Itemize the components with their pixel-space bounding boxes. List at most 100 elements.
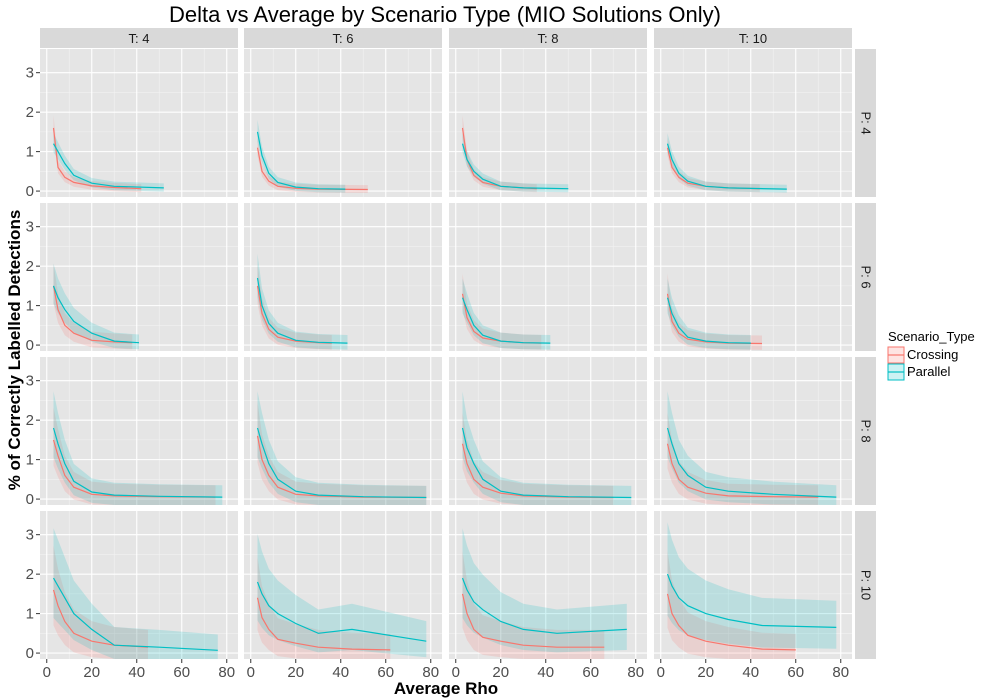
panel-background xyxy=(654,357,852,505)
y-tick-label: 2 xyxy=(26,258,34,275)
series-line-parallel xyxy=(256,131,346,190)
ribbon-parallel xyxy=(257,119,346,193)
y-tick-label: 0 xyxy=(26,645,34,662)
panel-background xyxy=(449,203,647,351)
panel-background xyxy=(449,49,647,197)
x-tick-label: 60 xyxy=(173,664,190,681)
panel-background xyxy=(244,49,442,197)
series-line-crossing xyxy=(52,127,142,190)
facet-panel xyxy=(40,511,238,659)
ribbon-crossing xyxy=(667,137,760,193)
legend: Scenario_Type Crossing Parallel xyxy=(887,329,975,381)
facet-strip-col xyxy=(244,28,442,48)
x-tick-label: 60 xyxy=(787,664,804,681)
facet-panel xyxy=(40,203,238,351)
facet-strip-label: P: 8 xyxy=(859,419,874,442)
x-tick-label: 80 xyxy=(832,664,849,681)
ribbon-parallel xyxy=(462,133,569,193)
panel-background xyxy=(40,203,238,351)
series-line-parallel xyxy=(461,577,627,634)
ribbon-parallel xyxy=(462,528,627,653)
series-line-crossing xyxy=(256,597,391,651)
facet-strip-label: P: 10 xyxy=(859,570,874,600)
ribbon-crossing xyxy=(667,551,796,659)
ribbon-parallel xyxy=(462,391,632,505)
series-line-parallel xyxy=(461,297,551,344)
series-line-parallel xyxy=(52,577,218,651)
series-line-crossing xyxy=(666,593,796,651)
y-tick-label: 3 xyxy=(26,527,34,544)
y-tick-label: 1 xyxy=(26,606,34,623)
y-tick-label: 3 xyxy=(26,373,34,390)
facet-strip-col xyxy=(449,28,647,48)
ribbon-crossing xyxy=(462,412,614,505)
x-tick-label: 60 xyxy=(582,664,599,681)
ribbon-crossing xyxy=(462,273,542,350)
ribbon-parallel xyxy=(257,391,427,505)
ribbon-parallel xyxy=(257,253,348,350)
panel-background xyxy=(654,203,852,351)
panel-background xyxy=(244,511,442,659)
ribbon-crossing xyxy=(667,273,762,350)
series-line-parallel xyxy=(256,277,348,344)
ribbon-crossing xyxy=(257,402,427,505)
ribbon-parallel xyxy=(667,522,837,649)
ribbon-crossing xyxy=(53,545,148,659)
y-axis: 0 1 2 3 0 1 2 3 0 1 2 3 0 1 2 3 xyxy=(26,65,40,662)
panel-background xyxy=(449,511,647,659)
x-axis-title: Average Rho xyxy=(394,679,498,698)
series-line-parallel xyxy=(666,143,787,190)
ribbon-parallel xyxy=(53,391,223,505)
facet-strip-label: P: 4 xyxy=(859,111,874,134)
facet-panel xyxy=(244,511,442,659)
x-tick-label: 40 xyxy=(742,664,759,681)
facet-panel xyxy=(654,203,852,351)
x-tick-label: 20 xyxy=(83,664,100,681)
facet-strip-row xyxy=(855,511,876,659)
x-axis: 0 20 40 60 80 0 20 40 60 80 0 20 40 60 80 0 20 40 60 80 xyxy=(43,659,849,681)
y-tick-label: 2 xyxy=(26,566,34,583)
panel-background xyxy=(244,203,442,351)
facet-panel xyxy=(654,357,852,505)
x-tick-label: 80 xyxy=(218,664,235,681)
ribbon-crossing xyxy=(53,263,133,350)
y-axis-title: % of Correctly Labelled Detections xyxy=(5,210,24,491)
facet-strip-label: T: 4 xyxy=(129,31,150,46)
facet-strips: T: 4 T: 6 T: 8 T: 10 P: 4 P: 6 P: 8 P: 10 xyxy=(40,28,876,659)
x-tick-label: 0 xyxy=(43,664,51,681)
ribbon-parallel xyxy=(53,263,139,350)
facet-panel xyxy=(449,511,647,659)
facet-panel xyxy=(654,511,852,659)
ribbon-crossing xyxy=(462,115,537,193)
series-line-parallel xyxy=(461,427,632,499)
series-line-parallel xyxy=(461,143,569,190)
facet-strip-row xyxy=(855,357,876,505)
facet-panel xyxy=(449,203,647,351)
y-tick-label: 3 xyxy=(26,65,34,82)
y-tick-label: 1 xyxy=(26,452,34,469)
series-line-parallel xyxy=(666,427,837,498)
facet-panel xyxy=(40,357,238,505)
series-line-crossing xyxy=(461,593,605,648)
legend-label: Parallel xyxy=(907,364,950,379)
facet-strip-label: T: 6 xyxy=(333,31,354,46)
ribbon-crossing xyxy=(257,137,368,193)
panel-background xyxy=(40,511,238,659)
y-tick-label: 3 xyxy=(26,219,34,236)
facet-panel xyxy=(244,203,442,351)
facet-strip-row xyxy=(855,203,876,351)
y-tick-label: 0 xyxy=(26,337,34,354)
facet-strip-col xyxy=(654,28,852,48)
panel-background xyxy=(654,49,852,197)
legend-title: Scenario_Type xyxy=(888,329,975,344)
y-tick-label: 0 xyxy=(26,491,34,508)
series-line-parallel xyxy=(256,427,427,499)
facet-panel xyxy=(244,49,442,197)
y-tick-label: 2 xyxy=(26,412,34,429)
ribbon-parallel xyxy=(257,534,427,658)
legend-label: Crossing xyxy=(907,347,958,362)
x-tick-label: 40 xyxy=(332,664,349,681)
x-tick-label: 20 xyxy=(492,664,509,681)
ribbon-parallel xyxy=(667,278,751,350)
